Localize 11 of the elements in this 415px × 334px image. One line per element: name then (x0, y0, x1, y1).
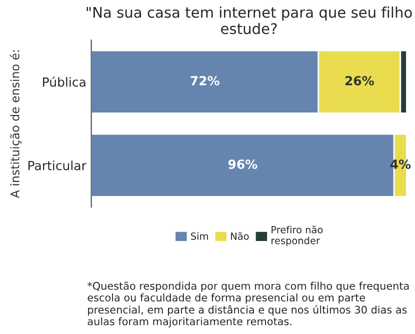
y-tick-label: Pública (43, 76, 86, 87)
text: *Questão respondida por quem mora com filho que frequenta escola ou faculdade de forma presencial ou em parte presencial, em parte a distância e que nos últimos 30 dias as aulas foram majoritariamente remotas. (87, 282, 409, 328)
legend-label: Não (231, 232, 249, 240)
chart-title: "Na sua casa tem internet para que seu filho estude? (86, 6, 412, 34)
legend-label: Sim (191, 232, 208, 240)
legend-label: Prefiro não responder (272, 226, 323, 246)
data-label: 96% (228, 160, 258, 169)
y-tick-label: Particular (28, 160, 86, 170)
data-label: 26% (345, 76, 374, 86)
y-axis-title: A instituição de ensino é: (10, 50, 22, 198)
data-label: 72% (190, 76, 220, 86)
